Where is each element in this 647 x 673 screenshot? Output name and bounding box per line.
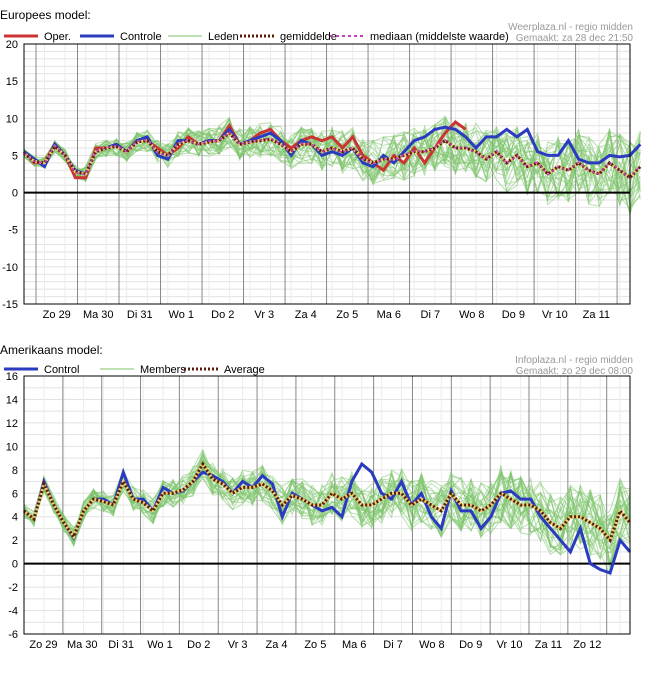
- x-tick-label: Ma 30: [67, 639, 98, 651]
- us-timestamp: Gemaakt: zo 29 dec 08:00: [515, 366, 633, 377]
- x-tick-label: Vr 10: [497, 639, 523, 651]
- x-tick-label: Zo 5: [304, 639, 326, 651]
- y-tick-label: -15: [2, 299, 18, 311]
- x-tick-label: Zo 5: [336, 309, 358, 320]
- amerikaans-model-title: Amerikaans model:: [0, 343, 103, 357]
- x-tick-label: Ma 30: [83, 309, 114, 320]
- y-tick-label: 14: [6, 394, 18, 406]
- x-tick-label: Wo 8: [459, 309, 484, 320]
- y-tick-label: -6: [8, 629, 18, 641]
- us-source-credit: Infoplaza.nl - regio midden: [515, 355, 633, 366]
- x-tick-label: Za 11: [583, 309, 610, 320]
- y-tick-label: 2: [12, 535, 18, 547]
- y-tick-label: 10: [6, 113, 18, 125]
- x-tick-label: Ma 6: [342, 639, 366, 651]
- y-tick-label: -4: [8, 606, 18, 618]
- x-tick-label: Wo 1: [169, 309, 194, 320]
- x-tick-label: Do 9: [502, 309, 525, 320]
- y-tick-label: 20: [6, 39, 18, 51]
- x-tick-label: Di 31: [127, 309, 153, 320]
- y-tick-label: 0: [12, 188, 18, 200]
- amerikaans-model-panel: Amerikaans model: Infoplaza.nl - regio m…: [0, 340, 647, 668]
- member-line: [23, 123, 641, 199]
- x-tick-label: Za 11: [535, 639, 562, 651]
- legend-label: mediaan (middelste waarde): [370, 31, 509, 43]
- series-line-control: [23, 461, 632, 575]
- x-tick-label: Do 2: [187, 639, 210, 651]
- legend: Oper. Controle Leden gemiddelde mediaan (mid…: [4, 31, 509, 43]
- eu-credit: Weerplaza.nl - regio midden Gemaakt: za …: [508, 22, 633, 44]
- x-tick-label: Za 4: [265, 639, 287, 651]
- plot-frame: [23, 375, 631, 635]
- x-tick-label: Vr 3: [228, 639, 248, 651]
- x-tick-label: Zo 29: [43, 309, 71, 320]
- europees-model-title: Europees model:: [0, 8, 91, 22]
- plot-frame: [23, 43, 631, 305]
- y-tick-label: 15: [6, 76, 18, 88]
- x-tick-label: Zo 29: [29, 639, 57, 651]
- y-tick-label: 5: [12, 150, 18, 162]
- x-tick-label: Wo 8: [419, 639, 444, 651]
- x-tick-label: Za 4: [295, 309, 317, 320]
- series-line-gemiddelde: [23, 131, 642, 180]
- x-tick-label: Ma 6: [377, 309, 401, 320]
- legend-label: Oper.: [44, 31, 71, 43]
- x-tick-label: Zo 12: [573, 639, 601, 651]
- y-tick-label: 10: [6, 441, 18, 453]
- y-tick-label: 8: [12, 465, 18, 477]
- y-tick-label: -2: [8, 582, 18, 594]
- x-tick-label: Do 9: [459, 639, 482, 651]
- legend-label: gemiddelde: [280, 31, 337, 43]
- legend-label: Members: [140, 364, 186, 376]
- europees-chart: -15 -10 -5 0 5 10 15 20 Zo 29 Ma 30 Di 31 Wo 1 Do 2 V…: [2, 31, 642, 321]
- x-tick-label: Di 7: [383, 639, 403, 651]
- y-tick-label: 0: [12, 559, 18, 571]
- y-tick-label: 12: [6, 418, 18, 430]
- europees-model-panel: Europees model: Weerplaza.nl - regio mid…: [0, 0, 647, 321]
- x-tick-label: Di 7: [421, 309, 441, 320]
- x-tick-label: Wo 1: [147, 639, 172, 651]
- amerikaans-chart: -6 -4 -2 0 2 4 6 8 10 12 14 16 Zo 29 Ma 30 Di 31 Wo 1 Do…: [4, 364, 632, 651]
- y-tick-label: -10: [2, 262, 18, 274]
- legend-label: Leden: [208, 31, 239, 43]
- series-line-mediaan-middelste-waarde: [23, 131, 641, 179]
- member-line: [23, 125, 641, 193]
- legend: Control Members Average: [4, 364, 265, 376]
- y-tick-label: -5: [8, 225, 18, 237]
- series-line-average: [23, 461, 632, 544]
- us-credit: Infoplaza.nl - regio midden Gemaakt: zo …: [515, 355, 633, 377]
- x-tick-label: Di 31: [108, 639, 134, 651]
- y-tick-label: 6: [12, 488, 18, 500]
- legend-label: Average: [224, 364, 265, 376]
- eu-timestamp: Gemaakt: za 28 dec 21:50: [515, 33, 633, 44]
- y-tick-label: 4: [12, 512, 18, 524]
- legend-label: Controle: [120, 31, 162, 43]
- legend-label: Control: [44, 364, 79, 376]
- x-tick-label: Vr 10: [542, 309, 568, 320]
- x-tick-label: Vr 3: [254, 309, 274, 320]
- x-tick-label: Do 2: [211, 309, 234, 320]
- y-tick-label: 16: [6, 371, 18, 383]
- eu-source-credit: Weerplaza.nl - regio midden: [508, 22, 633, 33]
